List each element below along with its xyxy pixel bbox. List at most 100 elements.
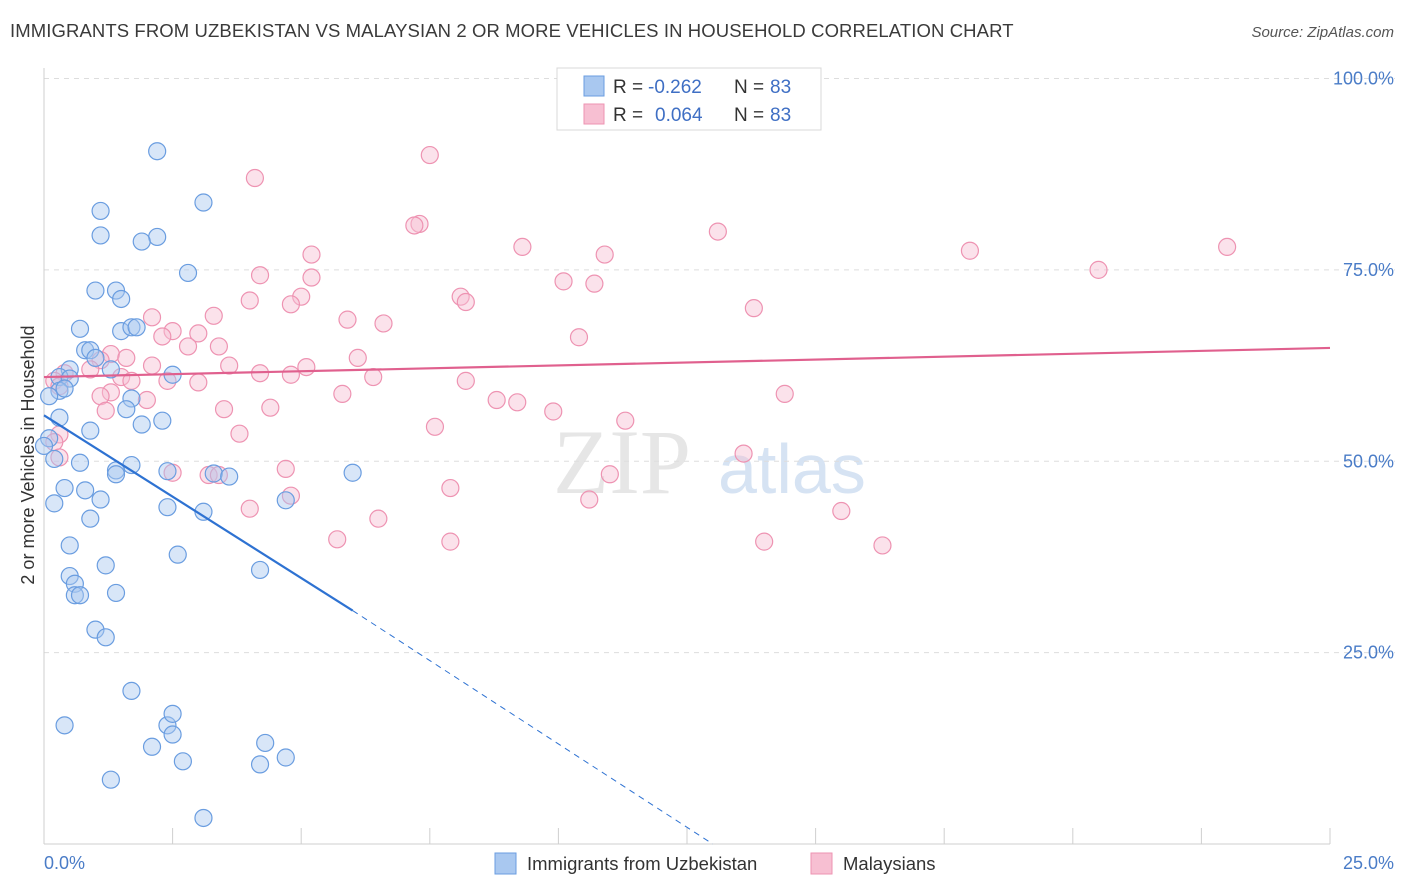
data-point-malaysians <box>832 501 851 521</box>
data-point-uzbekistan <box>194 193 213 212</box>
data-point-malaysians <box>544 402 563 421</box>
data-point-malaysians <box>441 532 460 551</box>
data-point-malaysians <box>873 536 892 555</box>
trend-lines <box>43 346 1331 845</box>
bottom-legend-swatch-pink <box>810 852 833 875</box>
data-point-malaysians <box>600 465 619 484</box>
data-point-uzbekistan <box>148 142 167 161</box>
data-point-malaysians <box>734 444 753 463</box>
data-point-uzbekistan <box>163 704 182 723</box>
data-point-uzbekistan <box>70 453 90 472</box>
data-point-uzbekistan <box>158 462 177 481</box>
bottom-legend-swatch-blue <box>494 852 517 875</box>
data-point-malaysians <box>261 398 280 417</box>
trend-line-uzbekistan <box>43 414 354 612</box>
data-point-malaysians <box>775 384 794 403</box>
data-point-malaysians <box>456 292 475 312</box>
data-point-uzbekistan <box>55 716 74 735</box>
data-point-uzbekistan <box>60 360 79 379</box>
data-point-uzbekistan <box>76 341 95 360</box>
data-point-malaysians <box>276 459 295 479</box>
data-point-malaysians <box>513 237 532 257</box>
data-point-malaysians <box>204 306 223 325</box>
data-point-uzbekistan <box>250 560 270 580</box>
data-point-malaysians <box>333 384 352 403</box>
data-point-uzbekistan <box>158 716 177 735</box>
axes <box>43 68 1331 845</box>
trend-line-malaysians <box>43 346 1331 379</box>
data-point-uzbekistan <box>250 755 270 774</box>
series-uzbekistan <box>34 142 362 828</box>
data-point-uzbekistan <box>204 464 223 483</box>
x-tick-label: 25.0% <box>1343 853 1394 873</box>
data-point-uzbekistan <box>81 421 100 440</box>
data-point-uzbekistan <box>127 318 146 337</box>
data-point-uzbekistan <box>158 498 177 517</box>
data-point-malaysians <box>960 241 980 260</box>
data-point-uzbekistan <box>60 369 79 388</box>
data-point-malaysians <box>250 266 270 285</box>
data-point-malaysians <box>441 478 460 498</box>
data-point-uzbekistan <box>45 449 64 469</box>
data-point-uzbekistan <box>122 389 141 408</box>
data-point-uzbekistan <box>96 628 115 647</box>
data-point-uzbekistan <box>45 494 64 513</box>
bottom-legend-label-uzbekistan: Immigrants from Uzbekistan <box>527 853 757 874</box>
data-point-uzbekistan <box>91 226 110 245</box>
y-tick-label: 50.0% <box>1343 451 1394 471</box>
data-point-uzbekistan <box>34 436 54 456</box>
data-point-malaysians <box>112 367 131 387</box>
series-malaysians <box>45 145 1237 555</box>
legend-swatch-pink <box>583 103 605 125</box>
data-point-malaysians <box>569 328 589 347</box>
data-point-uzbekistan <box>65 586 84 605</box>
legend-n-value-2: 83 <box>770 105 791 126</box>
data-point-uzbekistan <box>70 586 90 605</box>
data-point-malaysians <box>328 530 347 549</box>
data-point-malaysians <box>214 400 234 419</box>
data-point-malaysians <box>220 356 239 375</box>
data-point-uzbekistan <box>153 411 172 430</box>
data-point-uzbekistan <box>173 752 192 771</box>
data-point-malaysians <box>209 337 228 356</box>
data-point-malaysians <box>101 344 120 364</box>
data-point-malaysians <box>101 383 120 402</box>
data-point-uzbekistan <box>106 465 126 484</box>
data-point-malaysians <box>245 168 265 188</box>
legend-r-value-1: -0.262 <box>648 77 702 98</box>
data-point-malaysians <box>369 509 388 528</box>
data-point-uzbekistan <box>40 387 59 406</box>
data-point-uzbekistan <box>55 379 74 398</box>
data-point-uzbekistan <box>50 408 69 427</box>
data-point-uzbekistan <box>101 770 120 789</box>
legend-r-label-2: R = <box>613 105 643 126</box>
data-point-malaysians <box>451 287 470 306</box>
data-point-uzbekistan <box>132 415 151 434</box>
data-point-uzbekistan <box>122 681 141 701</box>
data-point-malaysians <box>281 295 301 314</box>
data-point-malaysians <box>425 417 445 436</box>
data-point-uzbekistan <box>122 318 141 337</box>
data-point-malaysians <box>348 348 367 368</box>
data-point-malaysians <box>163 322 182 341</box>
data-point-malaysians <box>364 367 383 387</box>
y-axis-label: 2 or more Vehicles in Household <box>18 325 38 584</box>
data-point-malaysians <box>374 314 393 333</box>
data-point-malaysians <box>616 411 635 430</box>
y-tick-label: 100.0% <box>1333 69 1394 89</box>
data-point-malaysians <box>508 393 527 412</box>
data-point-uzbekistan <box>60 536 79 555</box>
data-point-uzbekistan <box>101 360 120 379</box>
data-point-malaysians <box>580 490 599 509</box>
data-point-malaysians <box>487 390 506 410</box>
data-point-uzbekistan <box>112 322 131 341</box>
data-point-uzbekistan <box>163 725 182 744</box>
data-point-malaysians <box>744 299 763 318</box>
legend-n-label-2: N = <box>734 105 764 126</box>
data-point-malaysians <box>122 371 141 390</box>
stats-legend: R = -0.262 N = 83 R = 0.064 N = 83 <box>556 67 822 131</box>
tick-labels: 100.0% 75.0% 50.0% 25.0% 0.0% 25.0% <box>44 69 1394 874</box>
data-point-uzbekistan <box>106 583 126 603</box>
data-point-malaysians <box>117 348 136 368</box>
